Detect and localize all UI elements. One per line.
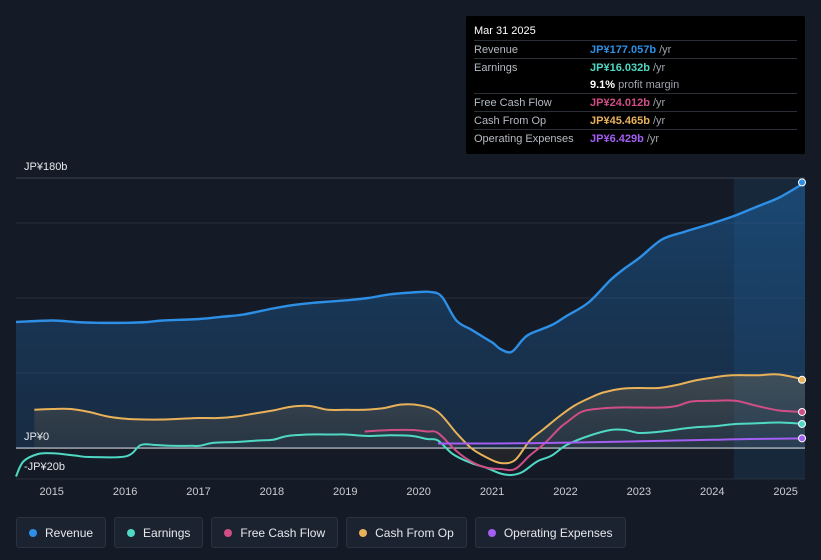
hover-tooltip: Mar 31 2025 Revenue JP¥177.057b/yr Earning… [466,16,805,154]
x-tick-label: 2019 [333,486,357,498]
tooltip-row: Cash From Op JP¥45.465b/yr [474,111,797,129]
legend-item-free-cash-flow[interactable]: Free Cash Flow [211,517,339,548]
tooltip-row-unit: profit margin [618,78,680,91]
revenue-area [16,182,805,448]
tooltip-row-label: Free Cash Flow [474,96,552,109]
revenue-end-marker [798,178,806,187]
legend-item-revenue[interactable]: Revenue [16,517,107,548]
x-tick-label: 2015 [39,486,63,498]
earnings-line [15,421,806,477]
legend-dot-icon [127,528,136,537]
legend-item-operating-expenses[interactable]: Operating Expenses [474,517,626,548]
fcf-end-marker [798,407,806,416]
x-tick-label: 2017 [186,486,210,498]
legend-label: Revenue [45,525,94,540]
y-axis-zero-label: JP¥0 [24,431,49,443]
legend-dot-icon [359,528,368,537]
legend-dot-icon [224,528,233,537]
x-tick-label: 2023 [627,486,651,498]
earnings-end-marker [798,419,806,428]
tooltip-row: Earnings JP¥16.032b/yr [474,58,797,76]
tooltip-row-value: JP¥16.032b [590,61,650,74]
x-tick-label: 2016 [113,486,137,498]
tooltip-row: Revenue JP¥177.057b/yr [474,40,797,58]
x-tick-label: 2024 [700,486,724,498]
tooltip-row-unit: /yr [652,61,666,74]
tooltip-row-unit: /yr [652,114,666,127]
x-tick-label: 2025 [773,486,797,498]
tooltip-row-value: JP¥177.057b [590,43,657,56]
tooltip-row-value: JP¥45.465b [590,114,650,127]
x-tick-label: 2021 [480,486,504,498]
series-end-markers [798,178,806,443]
tooltip-row: Free Cash Flow JP¥24.012b/yr [474,93,797,111]
x-tick-label: 2020 [406,486,430,498]
tooltip-row-unit: /yr [646,132,660,145]
legend-item-earnings[interactable]: Earnings [114,517,204,548]
tooltip-row-unit: /yr [659,43,672,56]
tooltip-row: 9.1% profit margin [474,76,797,93]
tooltip-row-label: Cash From Op [474,114,547,127]
legend-item-cash-from-op[interactable]: Cash From Op [346,517,467,548]
legend-dot-icon [29,528,37,537]
cfo-end-marker [798,375,806,384]
opex-line [437,437,806,445]
x-tick-label: 2022 [553,486,577,498]
cfo-line [34,373,806,465]
tooltip-row-value: 9.1% [590,78,616,91]
legend-label: Earnings [143,525,191,540]
tooltip-row-label: Operating Expenses [474,132,574,145]
legend-label: Operating Expenses [503,525,613,540]
x-tick-label: 2018 [260,486,284,498]
fcf-line [364,399,806,472]
revenue-line [15,181,806,354]
tooltip-row: Operating Expenses JP¥6.429b/yr [474,129,797,147]
x-axis-ticks: 2015 2016 2017 2018 2019 2020 2021 2022 2023 2024… [39,486,797,498]
tooltip-row-value: JP¥24.012b [590,96,650,109]
chart-legend: Revenue Earnings Free Cash Flow Cash From O… [16,517,626,548]
y-axis-bottom-label: -JP¥20b [24,461,65,473]
series-lines [15,181,806,477]
legend-label: Cash From Op [375,525,454,540]
opex-end-marker [798,434,806,443]
y-axis-top-label: JP¥180b [24,161,67,173]
tooltip-row-label: Revenue [474,43,519,56]
tooltip-row-unit: /yr [652,96,666,109]
chart-plot: 2015 2016 2017 2018 2019 2020 2021 2022 2023 2024… [15,161,806,498]
tooltip-row-value: JP¥6.429b [590,132,644,145]
tooltip-row-label: Earnings [474,61,518,74]
legend-label: Free Cash Flow [240,525,326,540]
legend-dot-icon [487,528,496,537]
tooltip-date: Mar 31 2025 [474,25,536,37]
